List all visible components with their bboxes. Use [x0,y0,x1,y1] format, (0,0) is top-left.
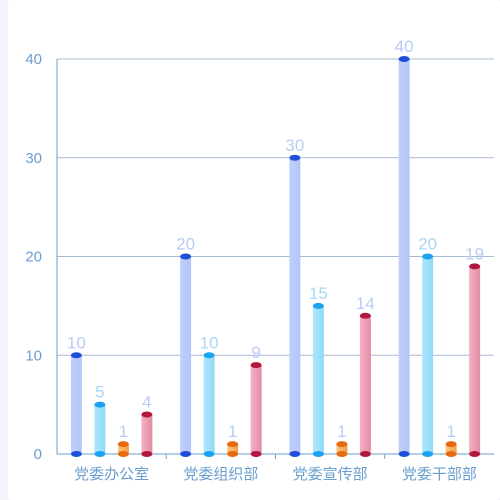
data-label: 30 [285,136,304,155]
bar[interactable] [445,441,457,457]
bar-body [359,315,371,454]
category-label: 党委组织部 [183,466,258,483]
data-label: 1 [446,422,455,441]
bar-body [70,355,82,454]
grid-layer [56,58,494,459]
bar-bottom-cap [117,451,129,457]
bar-body [180,256,192,454]
bar-top-cap [336,441,348,448]
bar-bottom-cap [336,451,348,457]
bar-bottom-cap [469,451,481,457]
bar-body [469,266,481,454]
data-label: 4 [142,393,151,412]
bar-bottom-cap [422,451,434,457]
data-label: 20 [418,235,437,254]
bar-top-cap [117,441,129,448]
bar-bottom-cap [398,451,410,457]
bar-top-cap [141,411,153,418]
bar-body [141,414,153,454]
data-label: 10 [67,333,86,352]
data-label: 14 [356,294,375,313]
bar-body [336,444,348,454]
bar-bottom-cap [94,451,106,457]
bar[interactable] [70,352,82,457]
category-label: 党委办公室 [74,466,149,483]
bar[interactable] [398,56,410,457]
bar-top-cap [469,263,481,270]
y-tick-label: 10 [25,347,42,364]
bar-top-cap [203,352,215,359]
data-label: 1 [119,422,128,441]
bar-top-cap [445,441,457,448]
data-label: 15 [309,284,328,303]
bar-top-cap [94,401,106,408]
y-tick-label: 30 [25,150,42,167]
bar[interactable] [141,411,153,458]
bar[interactable] [117,441,129,457]
bar[interactable] [227,441,239,457]
bar[interactable] [312,302,324,457]
bar-top-cap [180,253,192,260]
bar-top-cap [359,312,371,319]
bar-body [289,157,301,454]
bar-bottom-cap [312,451,324,457]
bar-bottom-cap [70,451,82,457]
bar-bottom-cap [227,451,239,457]
bar[interactable] [203,352,215,457]
bar-top-cap [250,362,262,369]
bar-bottom-cap [203,451,215,457]
bar-top-cap [312,302,324,309]
bar-bottom-cap [250,451,262,457]
bar-bottom-cap [445,451,457,457]
bar[interactable] [94,401,106,457]
bar-top-cap [289,154,301,161]
bar[interactable] [250,362,262,457]
bar-bottom-cap [359,451,371,457]
bar-body [203,355,215,454]
data-label: 40 [395,37,414,56]
bar-top-cap [227,441,239,448]
data-label: 9 [251,343,260,362]
bar-body [117,444,129,454]
bar-top-cap [398,56,410,62]
y-tick-label: 0 [34,446,42,463]
data-label: 5 [95,383,104,402]
bar[interactable] [422,253,434,458]
data-label: 1 [228,422,237,441]
data-label: 19 [465,244,484,263]
bar[interactable] [469,263,481,457]
bar-body [422,256,434,454]
y-tick-label: 40 [25,51,42,68]
bar[interactable] [180,253,192,458]
bar[interactable] [336,441,348,457]
label-layer: 01020304010514党委办公室201019党委组织部3015114党委宣… [25,37,484,483]
bar-body [445,444,457,454]
bar-body [94,404,106,454]
bar-layer [70,56,481,458]
bar[interactable] [289,154,301,457]
bar-bottom-cap [289,451,301,457]
bar-body [250,365,262,454]
bar[interactable] [359,312,371,457]
category-label: 党委干部部 [402,466,477,483]
bar-bottom-cap [180,451,192,457]
bar-top-cap [422,253,434,260]
bar-body [312,305,324,454]
data-label: 1 [337,422,346,441]
category-label: 党委宣传部 [293,466,368,483]
bar-bottom-cap [141,451,153,457]
data-label: 10 [200,333,219,352]
bar-body [398,59,410,454]
y-tick-label: 20 [25,249,42,266]
data-label: 20 [176,235,195,254]
bar-top-cap [70,352,82,359]
bar-body [227,444,239,454]
